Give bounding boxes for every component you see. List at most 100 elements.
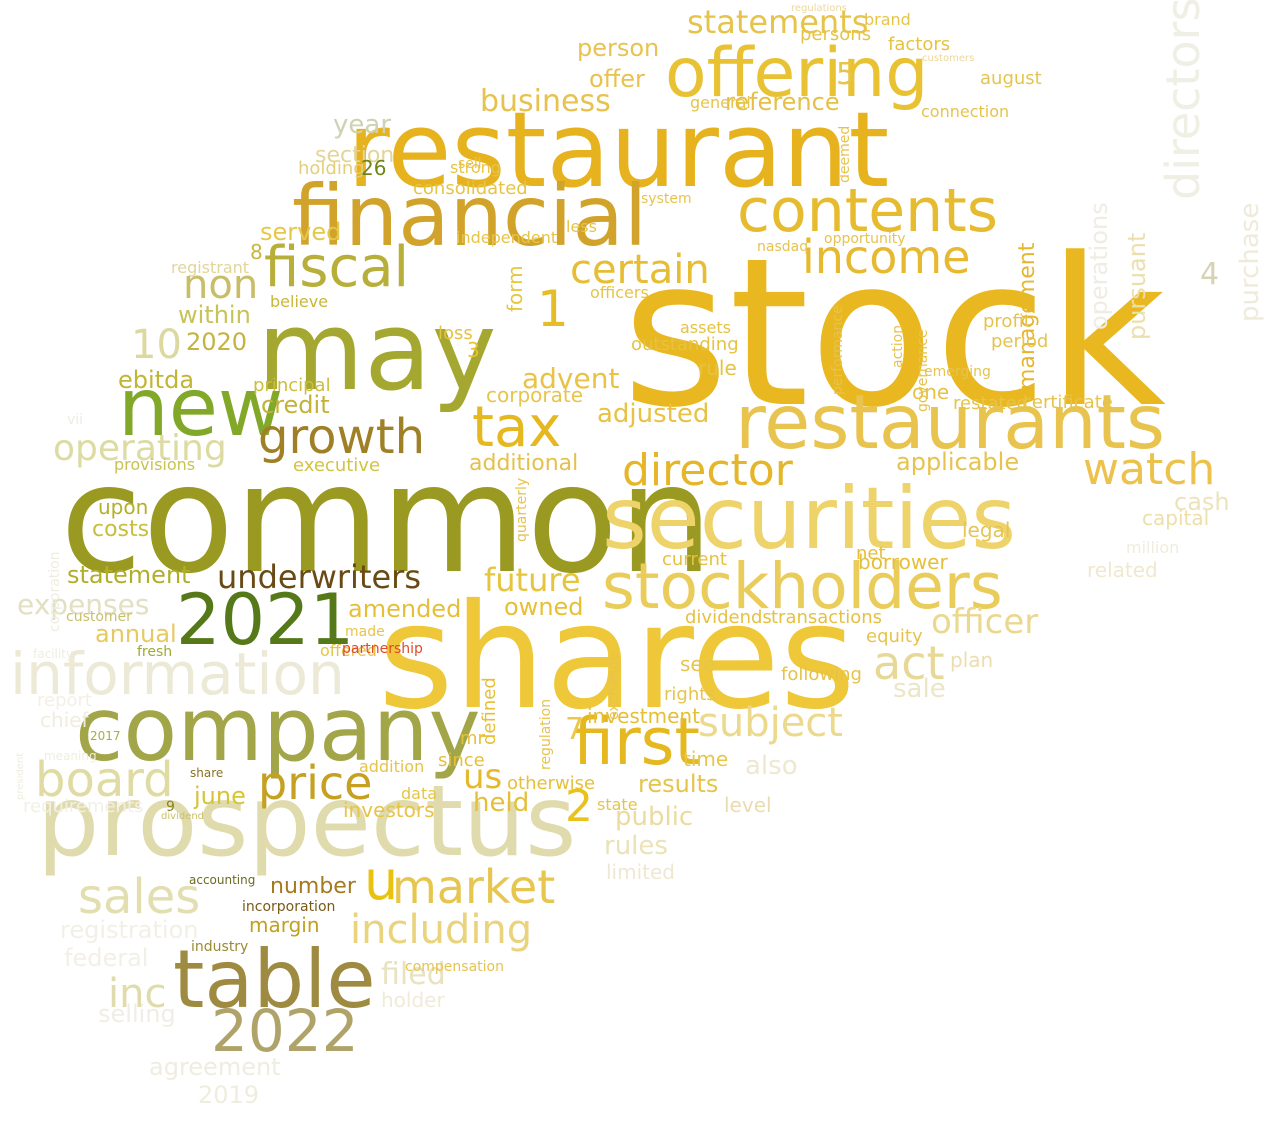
cloud-word: corporation <box>47 551 63 632</box>
cloud-word: owned <box>504 593 584 621</box>
cloud-word: since <box>438 750 485 771</box>
cloud-word: holder <box>381 988 445 1012</box>
cloud-word: credit <box>261 391 330 419</box>
cloud-word: public <box>615 802 694 832</box>
cloud-word: costs <box>92 517 150 542</box>
cloud-word: 9 <box>166 799 175 815</box>
cloud-word: growth <box>258 409 426 465</box>
cloud-word: meaning <box>44 749 97 763</box>
cloud-word: quarterly <box>514 477 530 542</box>
cloud-word: limited <box>606 860 675 884</box>
cloud-word: expenses <box>17 588 150 621</box>
cloud-word: 8 <box>250 240 263 264</box>
cloud-word: offered <box>320 641 377 660</box>
cloud-word: information <box>10 640 345 708</box>
cloud-word: form <box>503 265 527 312</box>
cloud-word: table <box>173 933 376 1026</box>
cloud-word: governance <box>915 329 931 413</box>
cloud-word: fiscal <box>264 235 410 300</box>
cloud-word: august <box>980 68 1042 89</box>
cloud-word: agreement <box>149 1053 281 1081</box>
cloud-word: requirements <box>23 796 144 817</box>
cloud-word: 5 <box>836 57 856 92</box>
cloud-word: federal <box>64 944 149 972</box>
cloud-word: chief <box>40 708 89 732</box>
cloud-word: company <box>75 678 481 781</box>
cloud-word: believe <box>270 292 329 311</box>
cloud-word: number <box>270 874 356 899</box>
cloud-word: officer <box>931 602 1039 642</box>
cloud-word: 26 <box>361 156 387 180</box>
cloud-word: underwriters <box>217 558 421 596</box>
cloud-word: facility <box>33 647 73 661</box>
cloud-word: also <box>745 751 798 781</box>
cloud-word: margin <box>249 913 320 937</box>
cloud-word: held <box>473 788 530 818</box>
cloud-word: mr <box>460 728 485 749</box>
cloud-word: level <box>724 793 772 817</box>
cloud-word: future <box>484 561 581 599</box>
cloud-word: made <box>345 624 385 640</box>
cloud-word: assets <box>680 318 731 337</box>
cloud-word: profit <box>983 311 1031 332</box>
cloud-word: independent <box>456 228 558 247</box>
cloud-word: may <box>257 287 497 415</box>
cloud-word: june <box>194 782 246 810</box>
cloud-word: report <box>37 690 92 711</box>
cloud-word: executive <box>293 455 381 476</box>
cloud-word: operations <box>1085 202 1113 330</box>
cloud-word: performance <box>830 305 846 395</box>
cloud-word: served <box>260 218 342 246</box>
cloud-word: restaurant <box>347 89 890 211</box>
cloud-word: regulations <box>791 3 848 14</box>
cloud-word: deemed <box>837 125 853 183</box>
cloud-word: prospectus <box>37 765 577 879</box>
cloud-word: market <box>392 860 556 914</box>
cloud-word: system <box>641 191 692 207</box>
cloud-word: purchase <box>1235 202 1265 322</box>
cloud-word: share <box>190 766 224 780</box>
cloud-word: common <box>60 433 714 607</box>
cloud-word: section <box>315 143 395 168</box>
cloud-word: year <box>333 110 392 140</box>
cloud-word: industry <box>191 939 249 955</box>
cloud-word: rights <box>664 684 716 705</box>
cloud-word: contents <box>737 176 998 246</box>
cloud-word: additional <box>469 451 579 476</box>
cloud-word: registration <box>60 916 199 944</box>
cloud-word: 2 <box>565 781 593 832</box>
cloud-word: emerging <box>924 364 991 380</box>
cloud-word: loss <box>438 323 473 344</box>
cloud-word: statements <box>687 3 869 41</box>
cloud-word: fresh <box>137 644 173 660</box>
cloud-word: persons <box>800 24 872 45</box>
cloud-word: compensation <box>405 959 504 975</box>
cloud-word: watch <box>1083 444 1216 495</box>
cloud-word: stockholders <box>602 550 1003 623</box>
cloud-word: 1 <box>537 280 569 338</box>
cloud-word: vii <box>67 412 84 428</box>
cloud-word: accounting <box>189 873 256 887</box>
cloud-word: reference <box>725 88 840 116</box>
cloud-word: less <box>566 217 597 236</box>
cloud-word: brand <box>864 10 911 29</box>
cloud-word: upon <box>98 495 149 519</box>
cloud-word: directors <box>1156 0 1210 200</box>
cloud-word: time <box>683 747 729 771</box>
cloud-word: sale <box>893 674 946 704</box>
cloud-word: subject <box>698 700 843 746</box>
cloud-word: cash <box>1174 488 1230 516</box>
cloud-word: sales <box>78 869 201 925</box>
cloud-word: 4 <box>1200 257 1220 292</box>
cloud-word: exchange <box>606 652 622 720</box>
cloud-word: incorporation <box>242 899 336 915</box>
cloud-word: connection <box>921 102 1010 121</box>
cloud-word: president <box>15 752 26 800</box>
cloud-word: restaurants <box>735 378 1166 466</box>
cloud-word: one <box>912 380 950 404</box>
cloud-word: shares <box>378 573 856 742</box>
cloud-word: rule <box>698 356 737 380</box>
cloud-word: otherwise <box>507 773 596 794</box>
cloud-word: inc <box>108 971 167 1017</box>
